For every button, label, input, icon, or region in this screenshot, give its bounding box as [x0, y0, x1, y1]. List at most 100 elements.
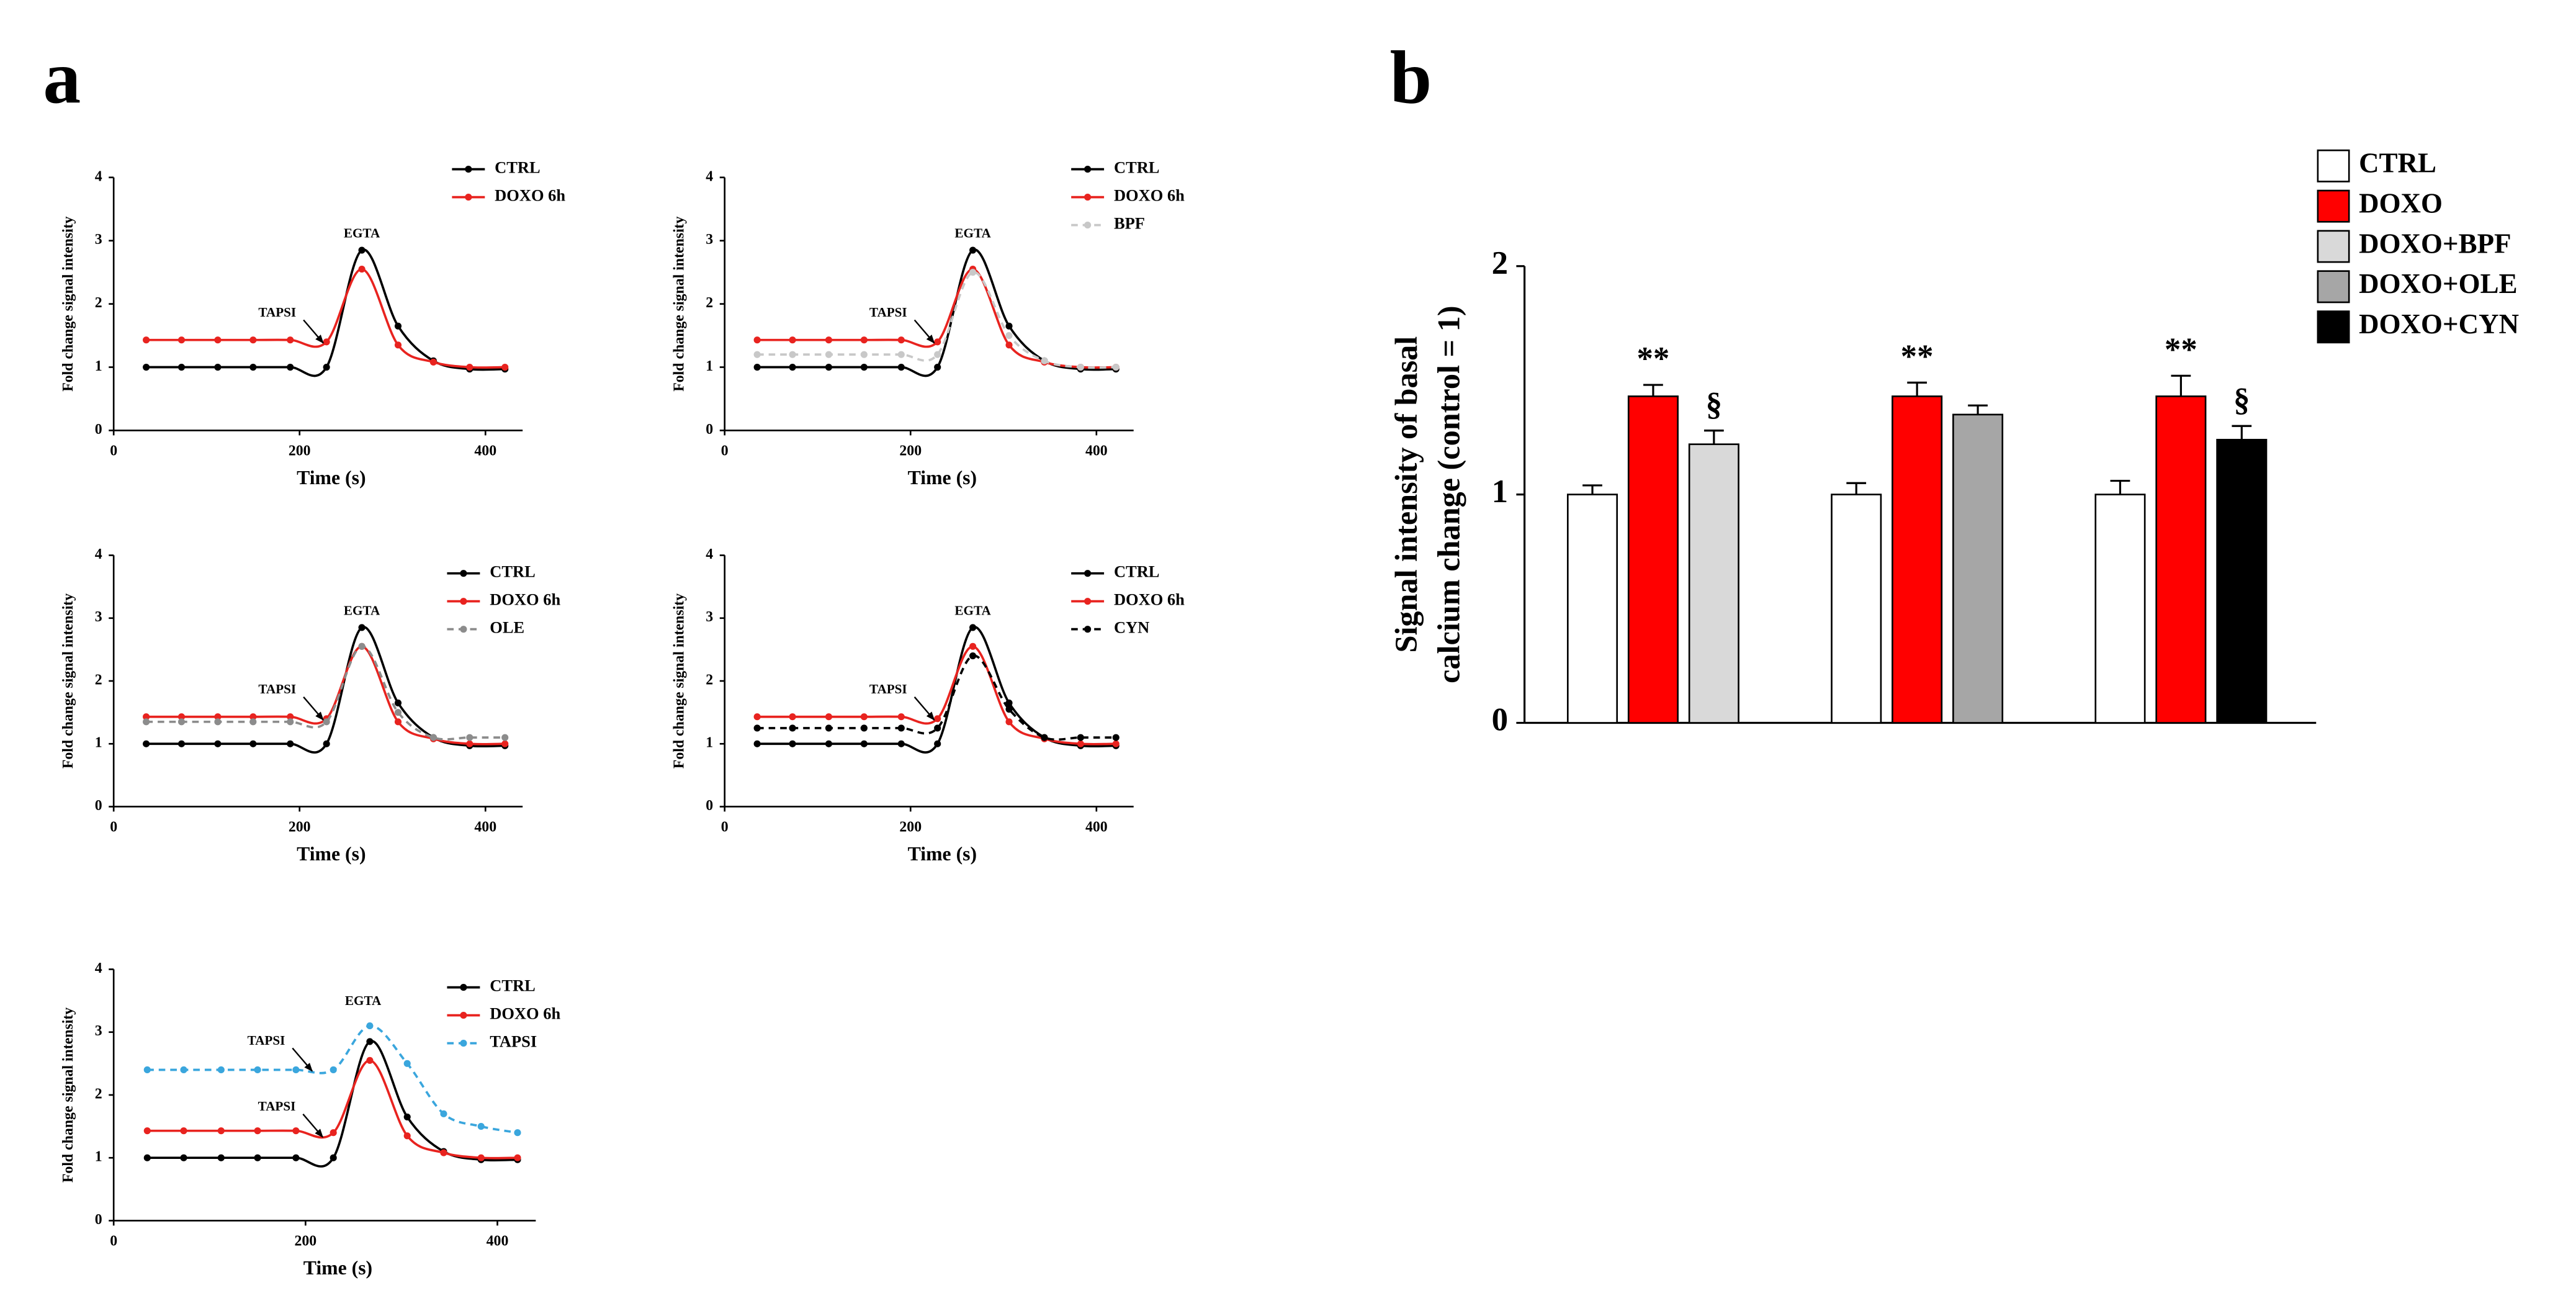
- data-point: [1041, 357, 1048, 364]
- data-point: [969, 624, 977, 631]
- data-point: [292, 1066, 300, 1074]
- legend-label: DOXO 6h: [1114, 186, 1185, 205]
- y-tick-label: 0: [95, 421, 102, 438]
- data-point: [789, 724, 796, 732]
- data-point: [358, 642, 366, 650]
- x-axis-label: Time (s): [297, 843, 366, 865]
- y-tick-label: 0: [95, 1212, 102, 1228]
- series-line: [757, 626, 1116, 754]
- legend-label: DOXO: [2359, 187, 2443, 218]
- y-tick-label: 1: [95, 358, 102, 374]
- bar: [2094, 493, 2146, 724]
- annotation: TAPSI: [248, 1033, 285, 1048]
- data-point: [254, 1066, 261, 1074]
- y-tick-label: 1: [95, 735, 102, 751]
- annotation: EGTA: [344, 225, 380, 240]
- data-point: [394, 699, 402, 707]
- data-point: [1005, 706, 1013, 713]
- data-point: [825, 351, 833, 358]
- legend-marker: [460, 984, 467, 991]
- legend-label: DOXO+BPF: [2359, 228, 2511, 259]
- bar: [1688, 443, 1739, 724]
- y-axis-label: calcium change (control = 1): [1432, 305, 1466, 683]
- series-line: [146, 268, 505, 369]
- data-point: [897, 713, 905, 721]
- data-point: [1112, 734, 1120, 741]
- legend-swatch: [2317, 310, 2350, 344]
- data-point: [860, 351, 868, 358]
- data-point: [825, 740, 833, 747]
- data-point: [440, 1149, 447, 1156]
- legend-label: TAPSI: [490, 1032, 537, 1051]
- data-point: [287, 718, 294, 726]
- data-point: [934, 715, 941, 723]
- legend-marker: [1084, 222, 1092, 229]
- bar: [1952, 413, 2004, 724]
- data-point: [394, 341, 402, 349]
- series-line: [146, 248, 505, 377]
- data-point: [466, 363, 473, 371]
- x-tick-label: 200: [294, 1233, 316, 1249]
- data-point: [323, 740, 330, 747]
- legend-marker: [460, 626, 467, 633]
- data-point: [789, 740, 796, 747]
- legend-label: DOXO 6h: [490, 1004, 560, 1023]
- x-tick-label: 0: [110, 819, 117, 835]
- data-point: [753, 363, 761, 371]
- x-tick-label: 0: [721, 443, 729, 459]
- data-point: [366, 1038, 374, 1045]
- legend-marker: [1084, 626, 1092, 633]
- y-tick-label: 0: [706, 421, 713, 438]
- data-point: [1005, 699, 1013, 707]
- data-point: [394, 718, 402, 726]
- data-point: [394, 709, 402, 716]
- data-point: [969, 269, 977, 276]
- y-axis-label: Fold change signal intensity: [60, 593, 76, 768]
- data-point: [466, 740, 473, 747]
- data-point: [143, 718, 150, 726]
- legend-marker: [1084, 166, 1092, 173]
- y-axis-label: Signal intensity of basal: [1389, 336, 1424, 653]
- y-tick-label: 2: [706, 295, 713, 311]
- data-point: [403, 1060, 411, 1067]
- data-point: [934, 351, 941, 358]
- data-point: [825, 363, 833, 371]
- data-point: [177, 740, 186, 747]
- data-point: [789, 336, 796, 344]
- data-point: [440, 1110, 447, 1117]
- annotation: EGTA: [345, 993, 382, 1008]
- data-point: [1112, 363, 1120, 371]
- y-tick-label: 3: [95, 609, 102, 625]
- legend-label: CTRL: [2359, 148, 2436, 179]
- legend-label: DOXO 6h: [1114, 590, 1185, 609]
- data-point: [177, 718, 186, 726]
- data-point: [514, 1129, 521, 1137]
- y-axis-label: Fold change signal intensity: [671, 593, 688, 768]
- annotation: EGTA: [954, 603, 991, 618]
- x-tick-label: 0: [110, 1233, 117, 1249]
- significance-label: **: [2165, 331, 2197, 367]
- data-point: [429, 358, 437, 366]
- data-point: [1077, 740, 1084, 747]
- x-tick-label: 0: [110, 443, 117, 459]
- y-tick-label: 1: [706, 735, 713, 751]
- annotation: TAPSI: [258, 305, 296, 320]
- annotation: EGTA: [954, 225, 991, 240]
- legend-marker: [460, 1040, 467, 1047]
- legend-label: DOXO+OLE: [2359, 268, 2518, 299]
- data-point: [934, 338, 941, 346]
- data-point: [753, 713, 761, 721]
- data-point: [143, 1154, 151, 1161]
- y-tick-label: 0: [95, 798, 102, 814]
- data-point: [860, 713, 868, 721]
- legend-swatch: [2317, 189, 2350, 223]
- legend-label: CTRL: [490, 562, 535, 581]
- legend-marker: [465, 194, 472, 201]
- legend-label: DOXO 6h: [495, 186, 565, 205]
- x-tick-label: 400: [474, 443, 496, 459]
- legend-label: CYN: [1114, 618, 1149, 637]
- y-tick-label: 2: [706, 672, 713, 688]
- legend-label: CTRL: [490, 976, 535, 995]
- data-point: [358, 266, 366, 273]
